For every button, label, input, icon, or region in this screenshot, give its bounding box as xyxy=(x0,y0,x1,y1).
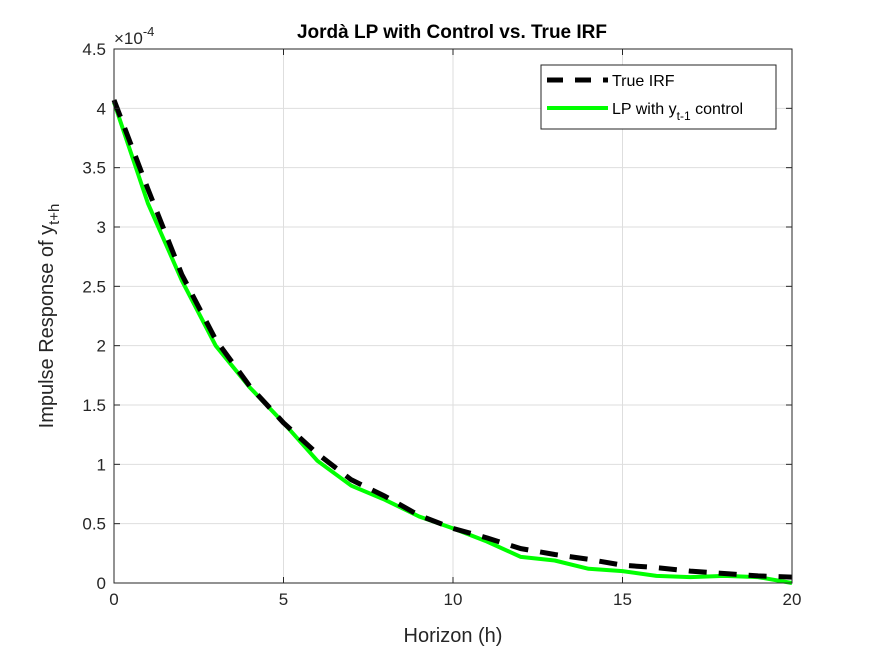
x-tick-label: 10 xyxy=(444,590,463,609)
legend-label-true-irf: True IRF xyxy=(612,73,675,90)
legend-box xyxy=(540,64,777,130)
chart-title: Jordà LP with Control vs. True IRF xyxy=(297,22,607,43)
y-tick-label: 4 xyxy=(97,99,106,118)
legend: True IRF LP with yt-1 control xyxy=(540,64,777,130)
legend-label-lp-control: LP with yt-1 control xyxy=(612,101,743,123)
x-tick-label: 15 xyxy=(613,590,632,609)
series-line-true-irf xyxy=(111,99,793,580)
y-tick-label: 1.5 xyxy=(82,396,106,415)
y-tick-label: 2 xyxy=(97,337,106,356)
x-axis-label: Horizon (h) xyxy=(404,625,503,647)
series-group xyxy=(111,99,793,585)
x-axis-ticks: 0 5 10 15 20 xyxy=(109,49,801,609)
x-tick-label: 0 xyxy=(109,590,118,609)
y-exponent-label: ×10-4 xyxy=(114,24,154,48)
y-axis-ticks: 0 0.5 1 1.5 2 2.5 3 3.5 4 4.5 xyxy=(82,40,792,593)
y-tick-label: 3 xyxy=(97,218,106,237)
y-tick-label: 4.5 xyxy=(82,40,106,59)
y-axis-label: Impulse Response of yt+h xyxy=(36,204,63,429)
series-line-lp-control xyxy=(112,101,793,585)
x-tick-label: 20 xyxy=(783,590,802,609)
y-tick-label: 3.5 xyxy=(82,159,106,178)
y-tick-label: 0 xyxy=(97,574,106,593)
y-tick-label: 1 xyxy=(97,455,106,474)
x-tick-label: 5 xyxy=(279,590,288,609)
y-tick-label: 0.5 xyxy=(82,515,106,534)
y-tick-label: 2.5 xyxy=(82,277,106,296)
